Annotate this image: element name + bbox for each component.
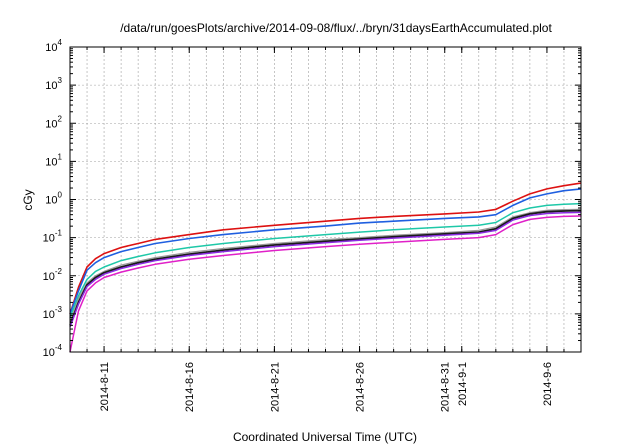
series-line-2 — [69, 188, 582, 315]
y-tick-label: 104 — [45, 38, 62, 54]
y-tick-label: 102 — [45, 114, 62, 130]
y-tick-label: 103 — [45, 76, 62, 92]
series-layer — [69, 182, 582, 353]
x-tick-label: 2014-8-11 — [99, 362, 111, 411]
grid — [69, 46, 582, 353]
y-tick-label: 101 — [45, 152, 62, 168]
chart-title: /data/run/goesPlots/archive/2014-09-08/f… — [120, 21, 552, 35]
x-axis-label: Coordinated Universal Time (UTC) — [233, 430, 417, 444]
x-tick-label: 2014-8-21 — [269, 362, 281, 412]
y-tick-labels: 10-4 10-3 10-2 10-1 100 101 102 103 104 — [43, 38, 63, 359]
x-tick-labels: 2014-8-11 2014-8-16 2014-8-21 2014-8-26 2014… — [99, 362, 554, 412]
x-tick-label: 2014-8-26 — [355, 362, 367, 412]
y-axis-label: cGy — [21, 189, 35, 210]
y-tick-label: 100 — [45, 191, 62, 207]
x-tick-label: 2014-9-6 — [542, 362, 554, 406]
y-tick-label: 10-2 — [43, 267, 63, 283]
y-tick-label: 10-1 — [43, 229, 63, 245]
series-line-3 — [69, 202, 582, 318]
series-line-1 — [69, 182, 582, 315]
series-line-5 — [69, 209, 582, 326]
x-tick-label: 2014-8-31 — [440, 362, 452, 412]
series-line-7 — [69, 215, 582, 353]
axis-ticks — [69, 46, 582, 353]
series-line-6 — [69, 211, 582, 328]
y-tick-label: 10-4 — [43, 343, 63, 359]
y-tick-label: 10-3 — [43, 305, 63, 321]
x-tick-label: 2014-9-1 — [457, 362, 469, 406]
series-line-4 — [69, 208, 582, 323]
x-tick-label: 2014-8-16 — [184, 362, 196, 412]
